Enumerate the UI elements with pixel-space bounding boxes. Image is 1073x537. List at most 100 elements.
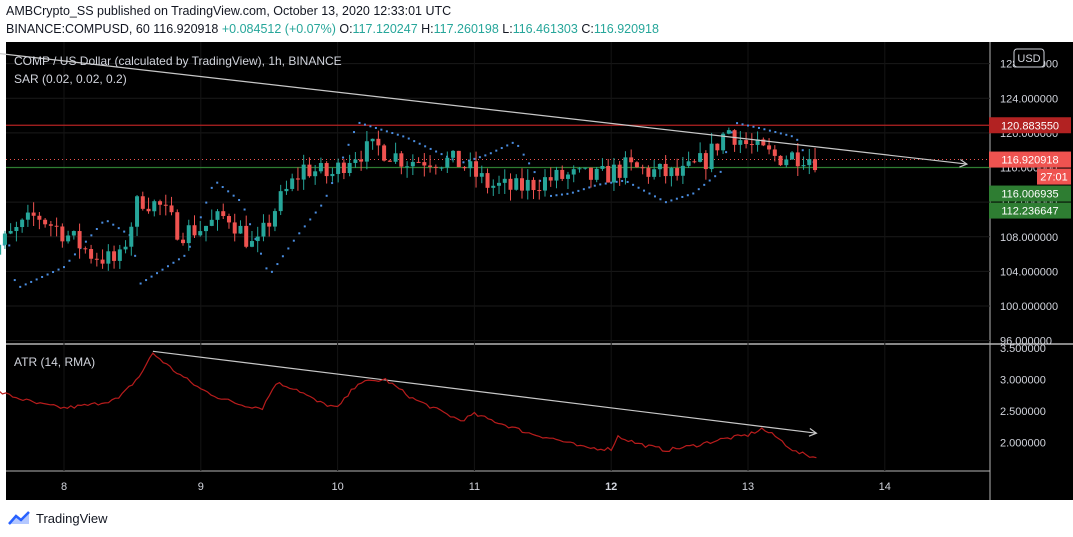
sar-dot	[522, 153, 525, 156]
sar-dot	[413, 140, 416, 143]
publisher-line: AMBCrypto_SS published on TradingView.co…	[6, 4, 452, 18]
candle-body	[2, 233, 7, 245]
candle-body	[140, 196, 145, 209]
sar-dot	[528, 162, 531, 165]
price-label-box	[989, 117, 1071, 134]
candle-body	[272, 211, 277, 227]
sar-dot	[747, 124, 749, 127]
candle-body	[37, 215, 42, 220]
atr-axis[interactable]: 2.000000 2.500000 3.000000 3.500000	[1000, 343, 1046, 450]
sar-dot	[484, 154, 487, 157]
candle-body	[181, 239, 186, 244]
sar-dot	[331, 182, 334, 185]
time-axis[interactable]: 8 9 10 11 12 13 14	[61, 481, 891, 493]
candle-body	[755, 139, 760, 145]
sar-dot	[347, 143, 350, 146]
sar-dot	[566, 192, 569, 195]
sar-dot	[615, 180, 618, 183]
candle-body	[387, 160, 392, 162]
candle-body	[548, 177, 553, 181]
sar-dot	[281, 255, 284, 258]
candle-body	[451, 150, 456, 158]
candle-body	[491, 185, 496, 188]
candle-body	[100, 259, 105, 264]
candle-body	[634, 162, 639, 168]
time-tick-label: 14	[879, 481, 891, 493]
candle-body	[611, 164, 616, 183]
candle-body	[749, 144, 754, 146]
sar-dot	[539, 179, 542, 182]
candle-body	[175, 212, 180, 240]
atr-series	[0, 352, 817, 459]
sar-dot	[407, 137, 410, 140]
sar-dot	[123, 230, 126, 233]
currency-button[interactable]: USD	[1013, 48, 1045, 68]
sar-dot	[489, 152, 492, 155]
sar-dot	[24, 283, 27, 286]
candle-body	[198, 231, 203, 236]
brand-name: TradingView	[36, 510, 108, 526]
candle-body	[43, 219, 48, 225]
candle-body	[772, 149, 777, 156]
candle-body	[284, 188, 289, 192]
sar-dot	[785, 133, 788, 136]
price-tick-label: 104.000000	[1000, 266, 1058, 278]
sar-dot	[84, 240, 87, 243]
atr-trendline-arrowhead	[808, 428, 818, 437]
candle-body	[77, 231, 82, 249]
symbol-line: BINANCE:COMPUSD, 60 116.920918 +0.084512…	[6, 22, 659, 36]
time-tick-label: 13	[742, 481, 754, 493]
candle-body	[807, 159, 812, 166]
sar-dot	[238, 198, 241, 201]
sar-dot	[725, 151, 728, 154]
candle-body	[433, 166, 438, 168]
sar-dot	[675, 197, 678, 200]
candle-body	[416, 161, 421, 163]
candle-body	[163, 204, 168, 206]
sar-dot	[451, 158, 454, 161]
sar-dot	[632, 183, 635, 186]
candle-body	[801, 165, 806, 167]
candle-body	[657, 163, 662, 170]
sar-dot	[8, 244, 11, 247]
candle-body	[485, 173, 490, 188]
close-label: C:	[581, 22, 594, 36]
atr-tick-label: 2.500000	[1000, 406, 1046, 418]
sar-dot	[161, 268, 164, 271]
sar-dot	[768, 129, 771, 132]
sar-dot	[593, 184, 596, 187]
sar-dot	[555, 194, 558, 197]
candle-body	[324, 163, 329, 177]
sar-dot	[221, 186, 224, 189]
candle-body	[554, 169, 559, 181]
sar-dot	[692, 192, 695, 195]
sar-dot	[708, 179, 711, 182]
sar-dot	[287, 247, 290, 250]
candle-body	[715, 143, 720, 151]
sar-legend: SAR (0.02, 0.02, 0.2)	[14, 72, 127, 86]
candle-body	[353, 159, 358, 163]
candle-body	[542, 177, 547, 191]
candle-body	[31, 212, 36, 216]
sar-dot	[13, 279, 16, 282]
sar-dot	[796, 138, 799, 141]
sar-dot	[752, 125, 755, 128]
sar-dot	[106, 220, 109, 223]
candle-body	[531, 179, 536, 191]
candle-body	[221, 211, 226, 217]
sar-dot	[303, 225, 306, 228]
price-label-text: 116.006935	[1001, 189, 1058, 201]
candle-body	[71, 231, 76, 236]
price-tick-label: 100.000000	[1000, 301, 1058, 313]
sar-dot	[495, 149, 498, 152]
candle-body	[54, 225, 59, 227]
sar-dot	[653, 195, 656, 198]
candle-body	[203, 225, 208, 232]
sar-dot	[610, 181, 613, 184]
sar-dot	[309, 218, 312, 221]
candle-body	[520, 178, 525, 191]
candle-body	[238, 225, 243, 234]
footer-brand[interactable]: TradingView	[8, 510, 108, 526]
sar-dot	[35, 278, 38, 281]
